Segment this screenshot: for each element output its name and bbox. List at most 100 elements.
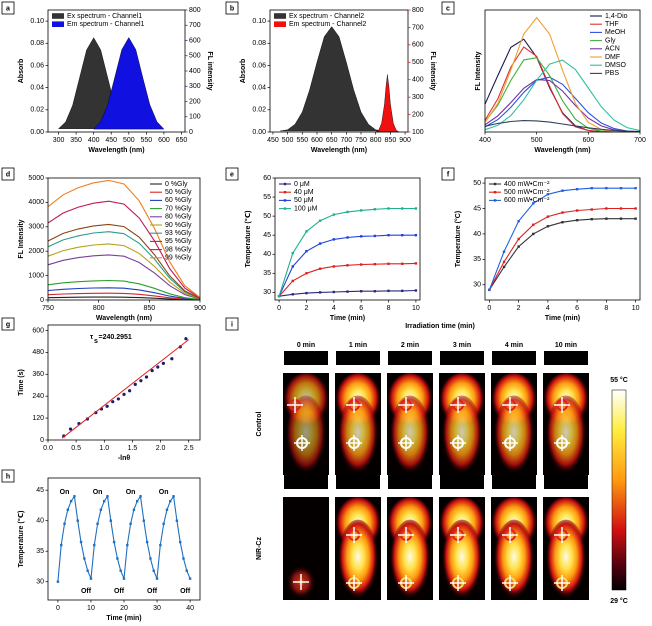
line-marker [401, 262, 404, 265]
x-tick-label: 700 [340, 137, 352, 144]
line-marker [575, 209, 579, 212]
line-marker [178, 540, 182, 544]
legend-swatch [274, 13, 286, 19]
x-tick-label: 6 [359, 305, 363, 312]
y2-tick-label: 100 [412, 129, 424, 136]
y2-tick-label: 800 [412, 7, 424, 14]
line-marker [305, 291, 308, 295]
legend-label: 600 mW•Cm⁻² [504, 197, 550, 204]
temp-label-box [544, 351, 588, 365]
y-tick-label: 0 [40, 297, 44, 304]
scatter-point [133, 382, 137, 386]
y2-tick-label: 500 [412, 59, 424, 66]
legend-marker [283, 182, 287, 186]
off-label: Off [81, 588, 92, 595]
temp-label: 31.2 °C [450, 354, 473, 362]
y-tick-label: 0.06 [252, 62, 266, 69]
y-axis-label: FL Intensity [18, 219, 25, 258]
x-axis-label: Wavelength (nm) [534, 147, 590, 154]
temp-label-box [336, 475, 380, 489]
y-tick-label: 120 [32, 415, 44, 422]
temp-label: 36.0 °C [346, 478, 369, 486]
temp-label: 41.8 °C [450, 478, 473, 486]
y-tick-label: 240 [32, 393, 44, 400]
temp-label: 45.3 °C [554, 478, 577, 486]
line-marker [76, 519, 79, 522]
temp-label: 30.6 °C [346, 354, 369, 362]
line-marker [69, 499, 73, 503]
x-tick-label: 700 [634, 137, 646, 144]
line-marker [332, 238, 336, 241]
line-marker [291, 265, 294, 268]
line-marker [116, 557, 119, 560]
line-marker [305, 230, 308, 233]
legend-label: 80 %Gly [165, 214, 192, 221]
x-tick-label: 800 [370, 137, 382, 144]
y-tick-label: 0.04 [252, 84, 266, 91]
line-series [47, 223, 201, 299]
x-tick-label: 8 [387, 305, 391, 312]
colorbar-max-label: 55 °C [610, 376, 628, 384]
y-tick-label: 45 [473, 205, 481, 212]
y-tick-label: 40 [36, 518, 44, 525]
y-tick-label: 45 [36, 487, 44, 494]
y-tick-label: 35 [473, 256, 481, 263]
x-tick-label: 2 [305, 305, 309, 312]
panel-label: a [6, 5, 10, 12]
heat-glow [338, 519, 378, 603]
line-marker [142, 519, 146, 522]
plot-frame [484, 9, 641, 133]
temp-label: 43.2 °C [502, 478, 525, 486]
legend-label: DMSO [605, 62, 627, 69]
legend-marker [493, 182, 497, 186]
temp-label: 32.0 °C [502, 354, 525, 362]
heat-glow [286, 395, 326, 478]
line-marker [318, 267, 322, 270]
y2-tick-label: 800 [189, 7, 201, 14]
legend-label: Ex spectrum - Channel2 [289, 13, 364, 20]
line-marker [112, 540, 116, 544]
line-series [47, 243, 201, 300]
y-tick-label: 0.10 [252, 18, 266, 25]
x-tick-label: 20 [120, 605, 128, 612]
y-axis-label: Absorb [240, 59, 247, 84]
temp-label-box [440, 475, 484, 489]
legend-label: DMF [605, 54, 620, 61]
temp-label: 39.4 °C [398, 478, 421, 486]
line-marker [359, 235, 363, 238]
legend-label: 93 %Gly [165, 230, 192, 237]
line-marker [165, 508, 169, 511]
line-marker [169, 499, 172, 503]
x-tick-label: 4 [332, 305, 336, 312]
scatter-point [161, 361, 166, 365]
x-tick-label: 500 [123, 137, 135, 144]
on-label: On [93, 489, 103, 496]
temp-label-box [544, 475, 588, 489]
y2-tick-label: 200 [412, 111, 424, 118]
legend-label: 70 %Gly [165, 205, 192, 212]
line-marker [305, 272, 308, 275]
legend-label: Em spectrum - Channel1 [67, 21, 145, 28]
y2-axis-label: FL intensity [206, 51, 213, 90]
y-tick-label: 480 [32, 349, 44, 356]
y-tick-label: 30 [36, 579, 44, 586]
legend-label: Em spectrum - Channel2 [289, 21, 367, 28]
x-tick-label: 900 [194, 305, 206, 312]
y2-tick-label: 600 [412, 42, 424, 49]
line-marker [502, 260, 506, 264]
legend-label: 50 μM [294, 197, 314, 204]
y-tick-label: 5000 [28, 175, 44, 182]
line-series [47, 292, 201, 301]
legend-swatch [52, 13, 64, 19]
line-marker [155, 577, 159, 580]
line-marker [517, 220, 520, 223]
line-marker [305, 250, 308, 253]
y-tick-label: 45 [263, 232, 271, 239]
line-marker [502, 265, 506, 269]
line-marker [414, 262, 418, 265]
line-series [47, 287, 201, 301]
y-axis-label: Temperature (℃) [244, 211, 252, 268]
heat-glow [494, 519, 534, 603]
line-marker [387, 262, 390, 265]
